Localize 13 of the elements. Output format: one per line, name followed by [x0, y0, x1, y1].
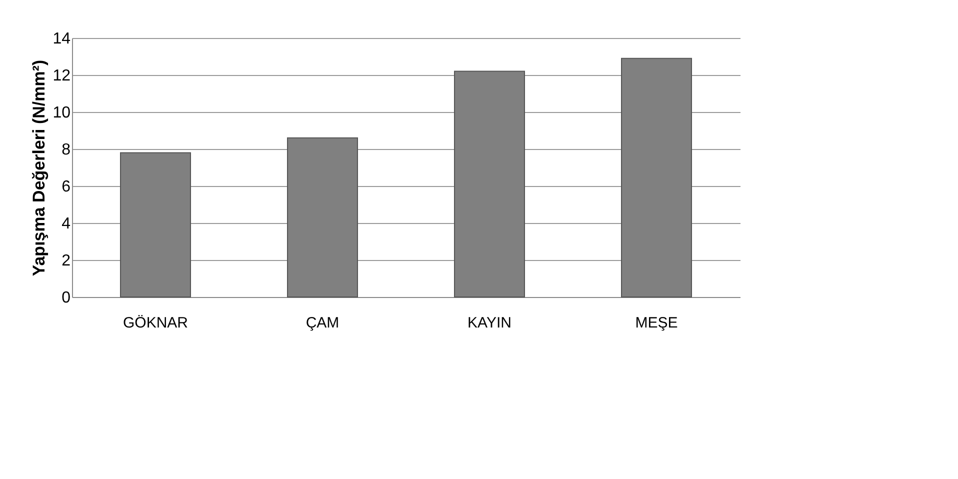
y-axis-title: Yapışma Değerleri (N/mm²)	[30, 60, 49, 276]
y-tick-label: 6	[62, 178, 71, 196]
y-tick-label: 2	[62, 252, 71, 270]
y-tick-label: 12	[52, 68, 71, 84]
x-tick-label: MEŞE	[635, 314, 678, 332]
y-tick-label: 4	[62, 216, 71, 232]
y-tick-label: 10	[52, 104, 71, 122]
x-tick-label: KAYIN	[468, 314, 512, 332]
x-tick-label: GÖKNAR	[122, 314, 188, 332]
y-tick-label: 14	[52, 30, 71, 48]
y-tick-label: 8	[62, 142, 71, 158]
y-tick-label: 0	[62, 290, 71, 306]
x-tick-label: ÇAM	[306, 314, 340, 332]
